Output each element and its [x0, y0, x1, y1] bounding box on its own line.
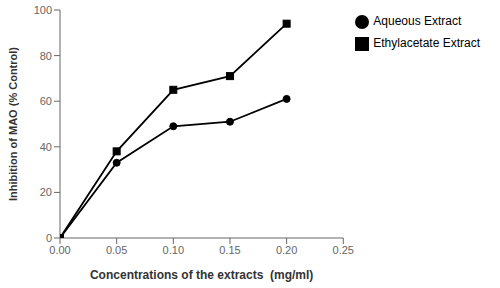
- svg-text:40: 40: [40, 141, 52, 153]
- svg-text:100: 100: [34, 4, 52, 16]
- svg-text:0.00: 0.00: [49, 244, 70, 256]
- html-text:Ethylacetate Extract: Ethylacetate Extract: [373, 36, 480, 50]
- svg-text:0.05: 0.05: [106, 244, 127, 256]
- svg-text:0: 0: [46, 232, 52, 244]
- svg-text:0.25: 0.25: [333, 244, 354, 256]
- svg-text:80: 80: [40, 50, 52, 62]
- svg-text:0.10: 0.10: [163, 244, 184, 256]
- svg-text:0.15: 0.15: [219, 244, 240, 256]
- svg-text:0.20: 0.20: [276, 244, 297, 256]
- svg-text:20: 20: [40, 186, 52, 198]
- svg-text:60: 60: [40, 95, 52, 107]
- html-text:Aqueous Extract: Aqueous Extract: [373, 14, 462, 28]
- svg-text:Concentrations of the extracts: Concentrations of the extracts (mg/ml): [90, 268, 313, 282]
- svg-text:Inhibition of MAO (% Control): Inhibition of MAO (% Control): [8, 47, 19, 201]
